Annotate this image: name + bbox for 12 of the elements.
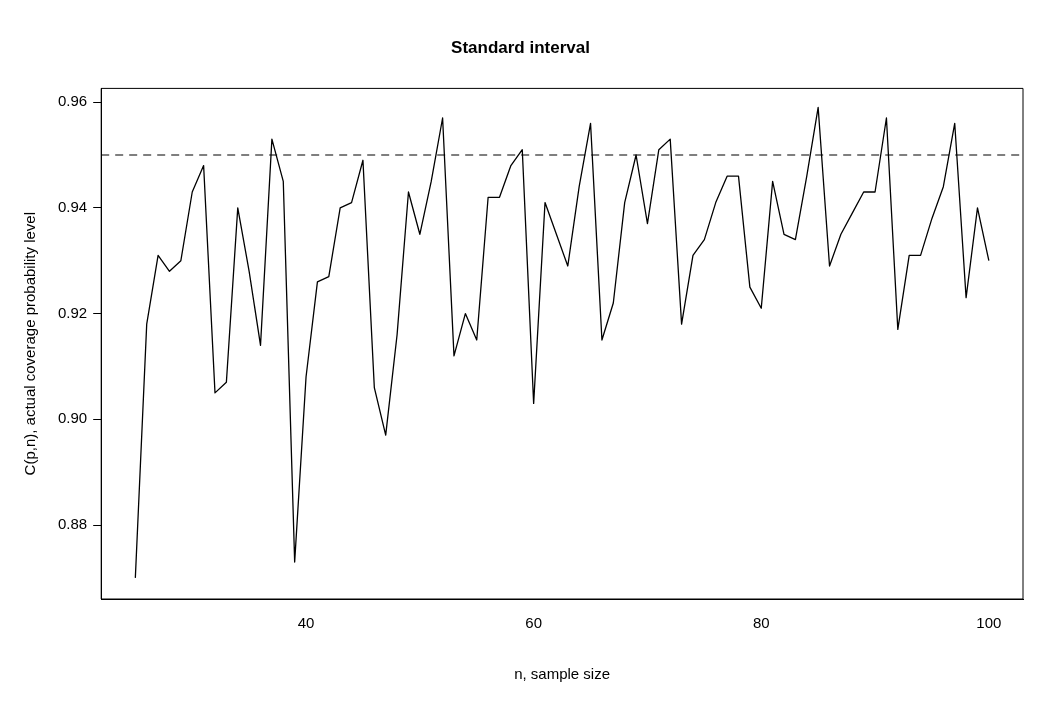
x-tick-label: 100 [976,614,1002,632]
chart-title: Standard interval [451,37,590,57]
y-axis-title: C(p,n), actual coverage probability level [21,211,39,476]
x-axis-title: n, sample size [514,665,611,683]
y-tick-label: 0.94 [57,198,88,215]
x-tick-label: 80 [752,614,770,632]
y-tick-label: 0.90 [57,409,88,427]
y-tick-label: 0.92 [57,303,88,321]
y-tick-label: 0.96 [57,92,88,110]
x-tick-label: 60 [525,614,542,632]
y-tick-label: 0.88 [57,515,88,533]
x-tick-label: 40 [297,614,315,632]
